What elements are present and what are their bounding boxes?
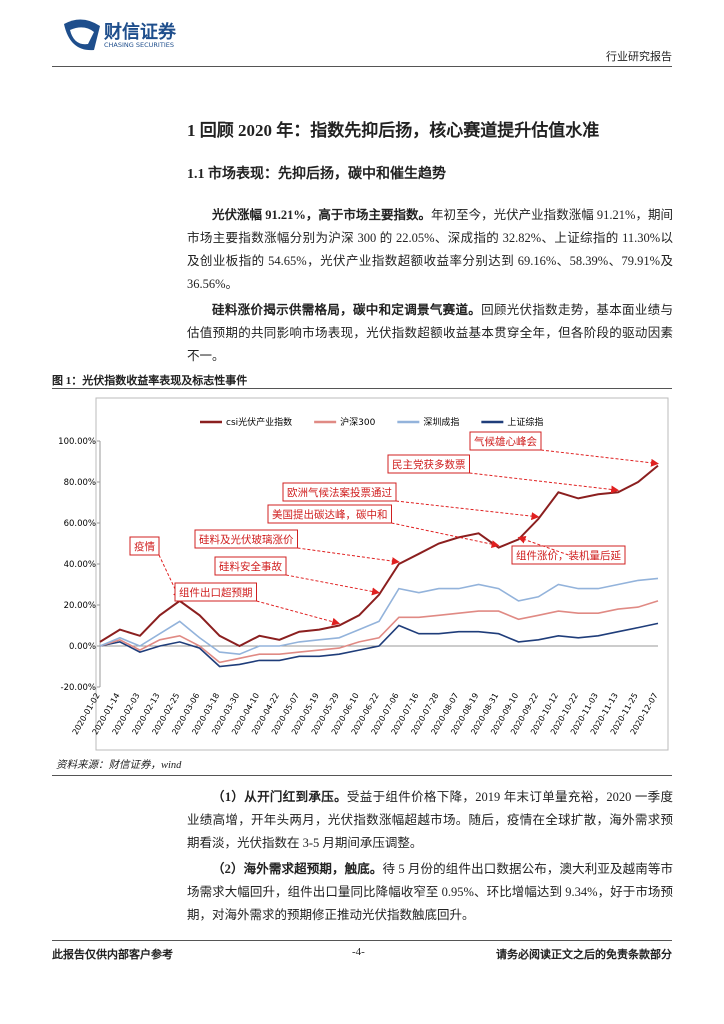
paragraph: 硅料涨价揭示供需格局，碳中和定调景气赛道。回顾光伏指数走势，基本面业绩与估值预期… bbox=[187, 299, 673, 368]
y-tick-label: 20.00% bbox=[64, 601, 96, 611]
annotation-text: 硅料及光伏玻璃涨价 bbox=[199, 533, 294, 546]
annotation-text: 美国提出碳达峰，碳中和 bbox=[272, 508, 388, 521]
annotation-text: 组件出口超预期 bbox=[179, 586, 253, 599]
source: 资料来源：财信证券，wind bbox=[56, 760, 182, 771]
series-line bbox=[99, 600, 659, 664]
source-rule bbox=[52, 775, 672, 776]
annotation-arrow bbox=[469, 472, 620, 494]
y-tick-label: 0.00% bbox=[69, 642, 96, 652]
brand: 财信证券 bbox=[104, 22, 176, 43]
chart: -20.00% 0.00% 20.00% 40.00% 60.00% 80.00% 100.… bbox=[58, 397, 669, 751]
y-tick-label: 100.00% bbox=[58, 437, 96, 447]
annotation-box bbox=[282, 482, 397, 502]
y-tick-label: 80.00% bbox=[64, 478, 96, 488]
text: 待 5 月份的组件出口数据公布，澳大利亚及越南等市场需求大幅回升，组件出口量同比… bbox=[187, 862, 673, 922]
annotation-text: 硅料安全事故 bbox=[219, 560, 282, 573]
series-line bbox=[99, 622, 659, 668]
header-rule bbox=[52, 66, 672, 67]
logo: 财信证券 CHASING SECURITIES bbox=[60, 16, 180, 54]
figure-caption: 图 1：光伏指数收益率表现及标志性事件 bbox=[52, 375, 248, 387]
annotation-box bbox=[387, 454, 470, 474]
paragraph: 光伏涨幅 91.21%，高于市场主要指数。年初至今，光伏产业指数涨幅 91.21… bbox=[187, 204, 673, 296]
lead: 光伏涨幅 91.21%，高于市场主要指数。 bbox=[212, 208, 432, 222]
subheading: 1.1 市场表现：先抑后扬，碳中和催生趋势 bbox=[187, 167, 446, 182]
footer-right: 请务必阅读正文之后的免责条款部分 bbox=[496, 949, 672, 961]
annotation-box bbox=[267, 504, 392, 524]
y-tick-label: -20.00% bbox=[61, 683, 96, 693]
lead: （2）海外需求超预期，触底。 bbox=[212, 862, 383, 876]
paragraph: （1）从开门红到承压。受益于组件价格下降，2019 年末订单量充裕，2020 一… bbox=[187, 786, 673, 855]
annotation-arrow bbox=[517, 535, 569, 556]
annotation-arrow bbox=[285, 574, 380, 596]
legend-label: 深圳成指 bbox=[423, 416, 459, 428]
annotation-box bbox=[214, 556, 287, 576]
annotation-text: 民主党获多数票 bbox=[392, 458, 466, 471]
lead: 硅料涨价揭示供需格局，碳中和定调景气赛道。 bbox=[212, 303, 482, 317]
annotation-arrow bbox=[256, 600, 341, 626]
logo-icon bbox=[64, 19, 100, 51]
annotation-arrow bbox=[395, 500, 540, 521]
heading: 1 回顾 2020 年：指数先抑后扬，核心赛道提升估值水准 bbox=[187, 121, 600, 140]
legend-label: 上证综指 bbox=[507, 416, 543, 428]
paragraph: （2）海外需求超预期，触底。待 5 月份的组件出口数据公布，澳大利亚及越南等市场… bbox=[187, 858, 673, 927]
footer-left: 此报告仅供内部客户参考 bbox=[52, 949, 173, 961]
annotation-text: 组件涨价，装机量后延 bbox=[516, 549, 621, 562]
annotation-arrow bbox=[297, 547, 400, 566]
annotation-box bbox=[129, 536, 160, 556]
report-type: 行业研究报告 bbox=[606, 51, 672, 63]
annotation-arrow bbox=[391, 522, 500, 549]
legend-label: csi光伏产业指数 bbox=[226, 416, 292, 428]
text: 回顾光伏指数走势，基本面业绩与估值预期的共同影响市场表现，光伏指数超额收益基本贯… bbox=[187, 303, 673, 363]
chart-frame bbox=[95, 397, 669, 751]
annotation-text: 疫情 bbox=[134, 540, 155, 553]
series-line bbox=[99, 577, 659, 656]
page-number: -4- bbox=[352, 946, 365, 958]
text: 年初至今，光伏产业指数涨幅 91.21%，期间市场主要指数涨幅分别为沪深 300… bbox=[187, 208, 673, 291]
legend-label: 沪深300 bbox=[340, 416, 375, 428]
footer-rule bbox=[52, 940, 672, 941]
y-tick-label: 40.00% bbox=[64, 560, 96, 570]
annotation-box bbox=[174, 582, 257, 602]
annotation-box bbox=[194, 529, 298, 549]
brand-en: CHASING SECURITIES bbox=[104, 41, 174, 49]
lead: （1）从开门红到承压。 bbox=[212, 790, 347, 804]
annotation-box bbox=[469, 431, 542, 451]
y-tick-label: 60.00% bbox=[64, 519, 96, 529]
annotation-arrow bbox=[540, 449, 659, 467]
caption-rule bbox=[52, 388, 672, 389]
annotation-text: 欧洲气候法案投票通过 bbox=[287, 486, 392, 499]
text: 受益于组件价格下降，2019 年末订单量充裕，2020 一季度业绩高增，开年头两… bbox=[187, 790, 673, 850]
annotation-text: 气候雄心峰会 bbox=[474, 435, 537, 448]
